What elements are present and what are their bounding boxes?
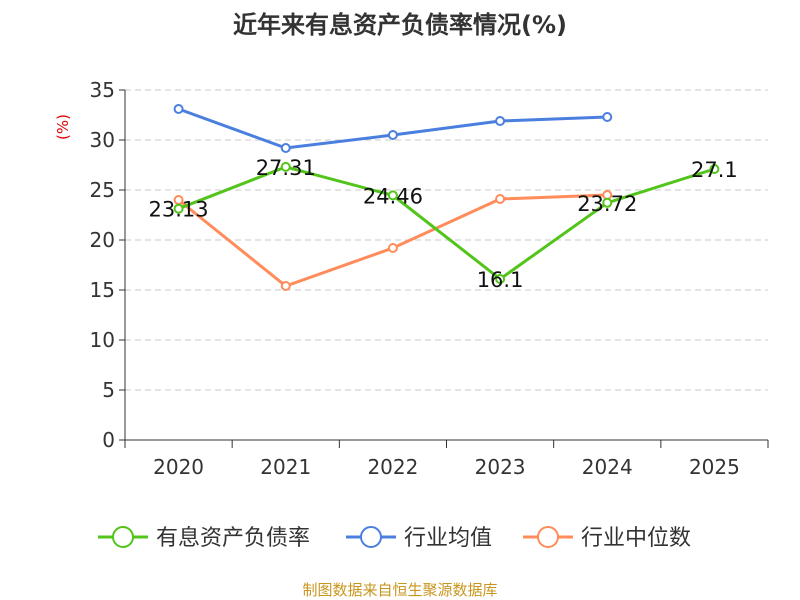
y-tick-label: 10 <box>90 328 115 352</box>
source-note: 制图数据来自恒生聚源数据库 <box>302 581 497 599</box>
data-point <box>602 197 613 208</box>
data-point <box>173 104 184 114</box>
data-point <box>173 203 184 214</box>
y-tick-label: 15 <box>90 278 115 302</box>
x-tick-label: 2024 <box>582 455 633 479</box>
data-label: 16.1 <box>477 268 524 292</box>
legend-label: 有息资产负债率 <box>156 526 310 551</box>
y-tick-label: 20 <box>90 228 115 252</box>
chart-title: 近年来有息资产负债率情况(%) <box>233 11 567 39</box>
data-point <box>280 161 291 172</box>
legend-marker-icon <box>112 526 134 548</box>
x-tick-label: 2025 <box>689 455 740 479</box>
legend-label: 行业均值 <box>404 526 492 551</box>
series-line <box>178 107 608 150</box>
y-tick-label: 0 <box>102 428 115 452</box>
data-label: 23.13 <box>149 198 209 222</box>
y-tick-label: 5 <box>102 378 115 402</box>
x-tick-label: 2020 <box>153 455 204 479</box>
data-point <box>280 143 291 153</box>
y-axis-label: (%) <box>54 114 72 140</box>
data-point <box>387 190 398 201</box>
y-tick-label: 30 <box>90 128 115 152</box>
y-tick-label: 25 <box>90 178 115 202</box>
data-point <box>387 243 398 253</box>
x-tick-label: 2021 <box>260 455 311 479</box>
data-label: 24.46 <box>363 184 423 208</box>
legend-label: 行业中位数 <box>581 526 691 551</box>
data-point <box>495 116 506 126</box>
data-label: 27.1 <box>691 158 738 182</box>
x-tick-label: 2022 <box>367 455 418 479</box>
series-line <box>178 165 715 281</box>
x-tick-label: 2023 <box>475 455 526 479</box>
data-point <box>495 194 506 204</box>
legend-marker-icon <box>537 526 559 548</box>
data-point <box>280 281 291 291</box>
data-label: 27.31 <box>256 156 316 180</box>
data-point <box>495 274 506 284</box>
series-line <box>177 193 608 288</box>
data-point <box>387 130 398 140</box>
data-point <box>602 112 613 122</box>
data-point <box>709 164 720 174</box>
data-label: 23.72 <box>577 192 637 216</box>
y-tick-label: 35 <box>90 78 115 102</box>
legend-marker-icon <box>360 526 382 548</box>
